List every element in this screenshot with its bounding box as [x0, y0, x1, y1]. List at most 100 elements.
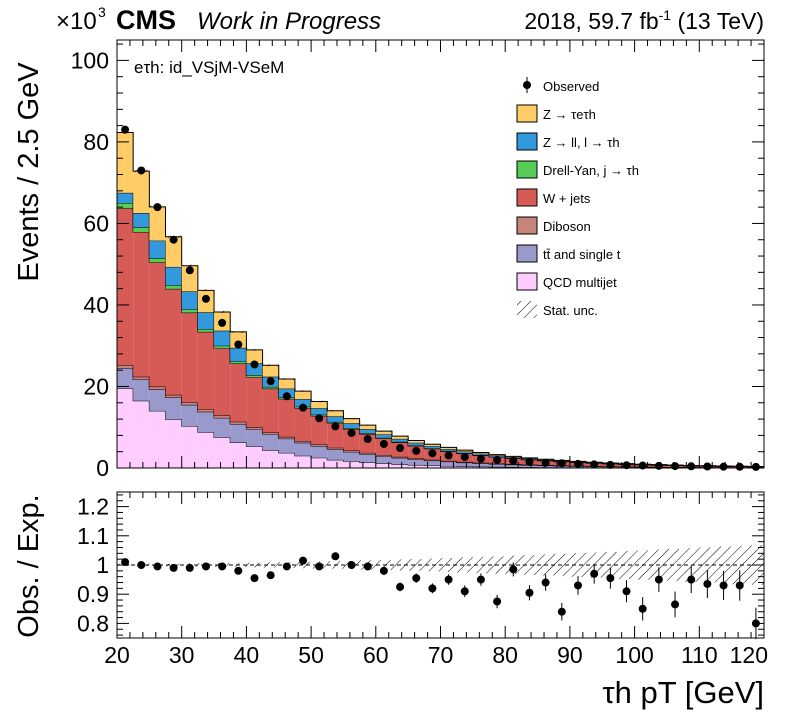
bar-diboson: [197, 409, 215, 412]
observed-point: [185, 266, 194, 275]
ratio-point: [476, 575, 485, 584]
ratio-point: [201, 562, 210, 571]
ratio-point: [218, 562, 227, 571]
legend-item-diboson: Diboson: [516, 216, 591, 235]
ratio-unc-bin: [715, 546, 732, 584]
bar-zll: [391, 438, 409, 442]
bar-zll: [472, 453, 490, 456]
x-tick-label: 30: [169, 642, 195, 668]
bar-zll: [424, 446, 441, 449]
bar-wjets: [278, 398, 295, 437]
observed-point: [412, 446, 421, 455]
legend-label: W + jets: [543, 191, 591, 206]
series-wjets: [117, 207, 764, 468]
bar-qcd: [391, 464, 409, 468]
legend-label: tt̄ and single t: [543, 247, 621, 262]
bar-ztt: [262, 365, 279, 377]
observed-point: [460, 452, 469, 461]
bar-ttbar: [246, 429, 263, 447]
unc-bin: [294, 390, 312, 392]
bar-ttbar: [294, 442, 312, 456]
bar-zll: [181, 291, 198, 310]
bar-zll: [214, 330, 231, 346]
bar-wjets: [246, 377, 263, 428]
legend-item-qcd: QCD multijet: [516, 272, 617, 291]
ratio-point: [638, 604, 647, 613]
ratio-unc-bin: [456, 557, 473, 573]
legend-swatch-wjets: [516, 188, 538, 207]
bar-ttbar: [521, 465, 538, 468]
bar-zll: [375, 434, 392, 438]
ratio-axis-ticks: 0.8 0.9 1 1.1 1.2 20 30 40 50 60 70 80 90 100 110 120: [77, 492, 768, 668]
bar-ztt: [440, 447, 457, 450]
unc-bin: [359, 424, 376, 426]
bar-wjets: [327, 422, 344, 448]
observed-point: [379, 439, 388, 448]
legend-item-wjets: W + jets: [516, 188, 591, 207]
stacked-histogram: [117, 132, 764, 469]
cms-label: CMS: [116, 5, 176, 35]
bar-ztt: [375, 431, 392, 435]
bar-wjets: [133, 232, 150, 377]
bar-ztt: [246, 349, 263, 364]
bar-qcd: [262, 450, 279, 468]
bar-qcd: [165, 419, 182, 468]
bar-qcd: [375, 463, 392, 468]
observed-point: [703, 462, 712, 471]
x-tick-label: 40: [234, 642, 260, 668]
unc-bin: [456, 449, 473, 451]
ratio-point: [282, 562, 291, 571]
bar-ztt: [278, 379, 295, 389]
bar-zll: [440, 449, 457, 451]
observed-point: [250, 360, 259, 369]
ratio-point: [703, 579, 712, 588]
ratio-y-tick-label: 1: [96, 552, 109, 578]
observed-point: [476, 454, 485, 463]
legend-marker-icon: [523, 81, 531, 89]
observed-point: [282, 392, 291, 401]
observed-point: [687, 462, 696, 471]
ratio-point: [606, 574, 615, 583]
bar-ttbar: [149, 389, 166, 411]
observed-point: [153, 203, 162, 212]
ratio-point: [719, 581, 728, 590]
unc-bin: [505, 455, 522, 457]
bar-ztt: [181, 265, 198, 292]
bar-ttbar: [359, 454, 376, 463]
bar-qcd: [327, 459, 344, 468]
observed-point: [169, 235, 178, 244]
bar-zll: [165, 266, 182, 286]
ratio-point: [460, 587, 469, 596]
unc-bin: [391, 435, 409, 437]
bar-wjets: [343, 428, 360, 451]
legend-item-unc: Stat. unc.: [517, 301, 598, 318]
bar-diboson: [181, 402, 198, 405]
observed-point: [622, 461, 631, 470]
observed-point: [557, 459, 566, 468]
unc-bin: [440, 446, 457, 448]
bar-ztt: [359, 425, 376, 430]
ratio-point: [671, 600, 680, 609]
observed-point: [428, 449, 437, 458]
x-tick-label: 80: [492, 642, 518, 668]
bar-ztt: [294, 391, 312, 400]
ratio-point: [347, 561, 356, 569]
ratio-point: [137, 561, 146, 569]
observed-point: [137, 166, 146, 175]
bar-diboson: [391, 456, 409, 458]
observed-point: [509, 456, 518, 465]
top-y-axis-title: Events / 2.5 GeV: [13, 62, 45, 282]
observed-point: [719, 462, 728, 471]
unc-bin: [424, 443, 441, 445]
bar-dyjet: [149, 258, 166, 263]
ratio-point: [379, 566, 388, 575]
bar-ttbar: [472, 463, 490, 467]
x-tick-label: 50: [298, 642, 324, 668]
ratio-unc-bin: [666, 548, 684, 582]
ratio-point: [266, 571, 275, 580]
unc-bin: [246, 348, 263, 351]
bar-ttbar: [343, 451, 360, 462]
bar-ztt: [472, 452, 490, 454]
bar-wjets: [197, 331, 215, 410]
